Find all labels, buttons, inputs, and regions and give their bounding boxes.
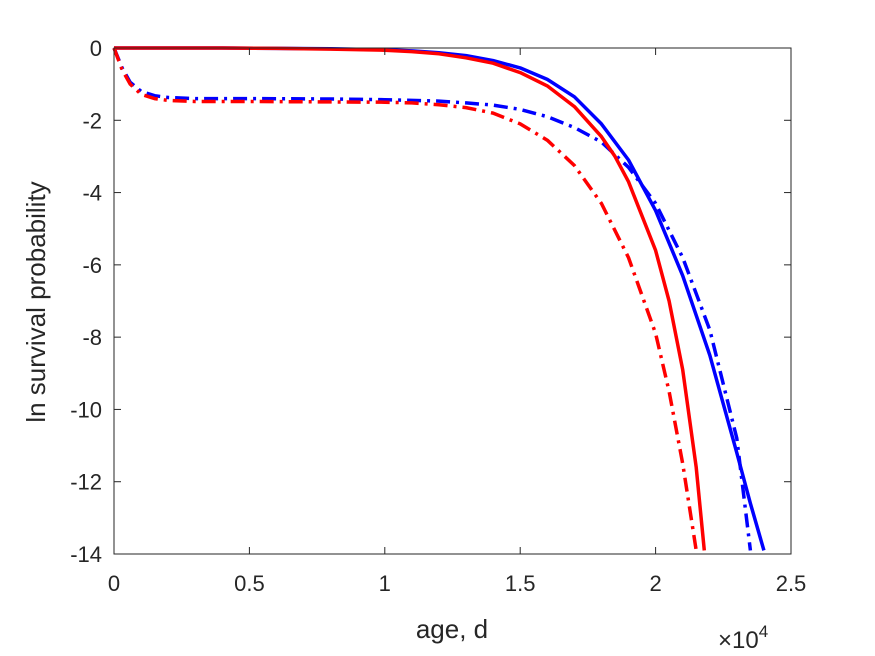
y-tick-label: -12	[70, 470, 102, 495]
x-tick-label: 0.5	[234, 571, 265, 596]
x-exponent-base: ×10	[718, 627, 759, 654]
y-tick-label: -14	[70, 542, 102, 567]
y-tick-label: -8	[82, 325, 102, 350]
axes-box	[113, 47, 792, 555]
y-tick-label: -6	[82, 253, 102, 278]
x-tick-label: 0	[108, 571, 120, 596]
axis-ticks	[113, 47, 792, 555]
series-line-4-dashdot	[112, 47, 698, 551]
x-tick-labels: 0 0.5 1 1.5 2 2.5	[108, 571, 806, 596]
y-tick-label: -4	[82, 181, 102, 206]
x-exponent-power: 4	[759, 622, 768, 641]
x-tick-label: 2	[649, 571, 661, 596]
plot-background	[114, 48, 791, 554]
y-axis-label: ln survival probability	[21, 181, 51, 422]
y-tick-label: 0	[90, 36, 102, 61]
x-exponent-label: ×104	[718, 622, 768, 654]
y-tick-label: -10	[70, 397, 102, 422]
series-line-3-solid	[114, 46, 707, 551]
x-tick-label: 1.5	[505, 571, 536, 596]
x-tick-label: 1	[379, 571, 391, 596]
y-tick-label: -2	[82, 108, 102, 133]
series-line-2-dashdot	[112, 47, 753, 551]
x-tick-label: 2.5	[776, 571, 807, 596]
y-tick-labels: 0 -2 -4 -6 -8 -10 -12 -14	[70, 36, 102, 567]
x-axis-label: age, d	[416, 614, 488, 644]
